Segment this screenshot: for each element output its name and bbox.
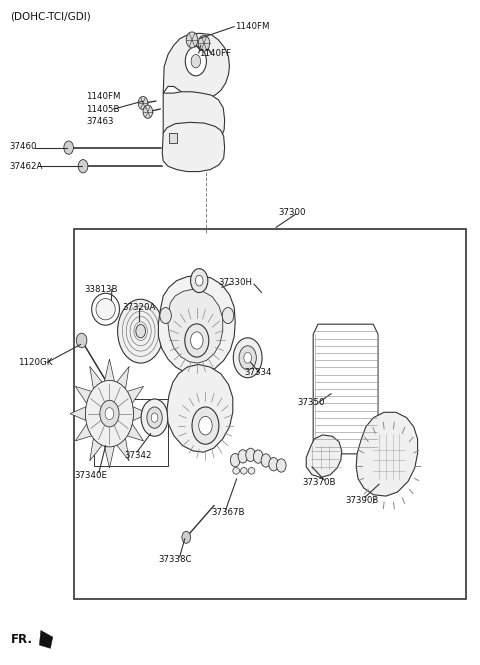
Circle shape — [64, 141, 73, 154]
Circle shape — [233, 338, 262, 378]
Circle shape — [100, 400, 119, 427]
Text: (DOHC-TCI/GDI): (DOHC-TCI/GDI) — [11, 11, 91, 22]
Circle shape — [85, 380, 133, 447]
Text: 37338C: 37338C — [158, 555, 192, 565]
Bar — [373, 434, 405, 479]
Circle shape — [76, 333, 87, 348]
Ellipse shape — [233, 467, 240, 474]
Circle shape — [198, 35, 210, 51]
Circle shape — [138, 96, 148, 110]
Polygon shape — [75, 424, 92, 441]
Polygon shape — [133, 407, 149, 420]
Circle shape — [276, 459, 286, 472]
Text: 1140FM: 1140FM — [86, 92, 121, 101]
Circle shape — [147, 407, 162, 428]
Circle shape — [78, 160, 88, 173]
Text: 37367B: 37367B — [211, 507, 245, 517]
Text: 37390B: 37390B — [346, 495, 379, 505]
Text: 1140FF: 1140FF — [199, 49, 231, 58]
Circle shape — [105, 408, 114, 420]
Text: 11405B: 11405B — [86, 104, 120, 114]
Polygon shape — [168, 289, 223, 363]
Circle shape — [185, 47, 206, 76]
Polygon shape — [306, 435, 342, 477]
Text: FR.: FR. — [11, 633, 33, 646]
Polygon shape — [162, 122, 225, 172]
Bar — [94, 399, 168, 466]
Polygon shape — [75, 386, 92, 404]
Polygon shape — [90, 366, 102, 389]
Circle shape — [199, 416, 212, 435]
Text: 37340E: 37340E — [74, 471, 108, 480]
Circle shape — [191, 269, 208, 293]
Ellipse shape — [240, 467, 247, 474]
Circle shape — [186, 32, 198, 48]
Ellipse shape — [96, 299, 115, 320]
Bar — [74, 229, 466, 598]
Circle shape — [192, 407, 219, 444]
Circle shape — [253, 450, 263, 464]
Text: 37462A: 37462A — [10, 162, 43, 171]
Circle shape — [151, 413, 158, 422]
Text: 37330H: 37330H — [218, 278, 252, 287]
Text: 37342: 37342 — [125, 451, 152, 460]
Text: 37350: 37350 — [298, 398, 325, 407]
Polygon shape — [117, 366, 129, 389]
Circle shape — [244, 352, 252, 363]
Polygon shape — [163, 92, 225, 149]
Circle shape — [182, 531, 191, 543]
Polygon shape — [169, 133, 177, 143]
Polygon shape — [90, 438, 102, 461]
Circle shape — [136, 325, 145, 338]
Circle shape — [269, 458, 278, 471]
Circle shape — [141, 399, 168, 436]
Polygon shape — [117, 438, 129, 461]
Text: 1120GK: 1120GK — [18, 358, 53, 367]
Circle shape — [185, 324, 209, 357]
Text: 37300: 37300 — [278, 208, 306, 217]
Circle shape — [143, 105, 153, 118]
Circle shape — [246, 448, 255, 462]
Polygon shape — [127, 424, 144, 441]
Polygon shape — [313, 325, 378, 454]
Circle shape — [191, 382, 203, 398]
Text: 1140FM: 1140FM — [235, 22, 270, 31]
Polygon shape — [163, 33, 229, 100]
Text: 37334: 37334 — [245, 368, 272, 377]
Circle shape — [238, 450, 248, 463]
Polygon shape — [105, 446, 114, 468]
Circle shape — [222, 307, 234, 324]
Polygon shape — [127, 386, 144, 404]
Circle shape — [230, 454, 240, 467]
Text: 33813B: 33813B — [84, 285, 118, 294]
Circle shape — [191, 55, 201, 68]
Polygon shape — [158, 275, 235, 374]
Text: 37463: 37463 — [86, 117, 114, 126]
Polygon shape — [105, 359, 114, 381]
Circle shape — [239, 346, 256, 370]
Circle shape — [160, 307, 171, 324]
Circle shape — [191, 332, 203, 349]
Ellipse shape — [248, 467, 255, 474]
Text: 37460: 37460 — [10, 142, 37, 151]
Polygon shape — [356, 412, 418, 496]
Circle shape — [195, 275, 203, 286]
Text: 37370B: 37370B — [302, 477, 336, 487]
Text: 37320A: 37320A — [122, 303, 156, 313]
Polygon shape — [167, 364, 233, 452]
Polygon shape — [70, 407, 86, 420]
Circle shape — [118, 299, 164, 363]
Ellipse shape — [92, 293, 120, 325]
Polygon shape — [39, 630, 53, 648]
Circle shape — [261, 454, 271, 467]
